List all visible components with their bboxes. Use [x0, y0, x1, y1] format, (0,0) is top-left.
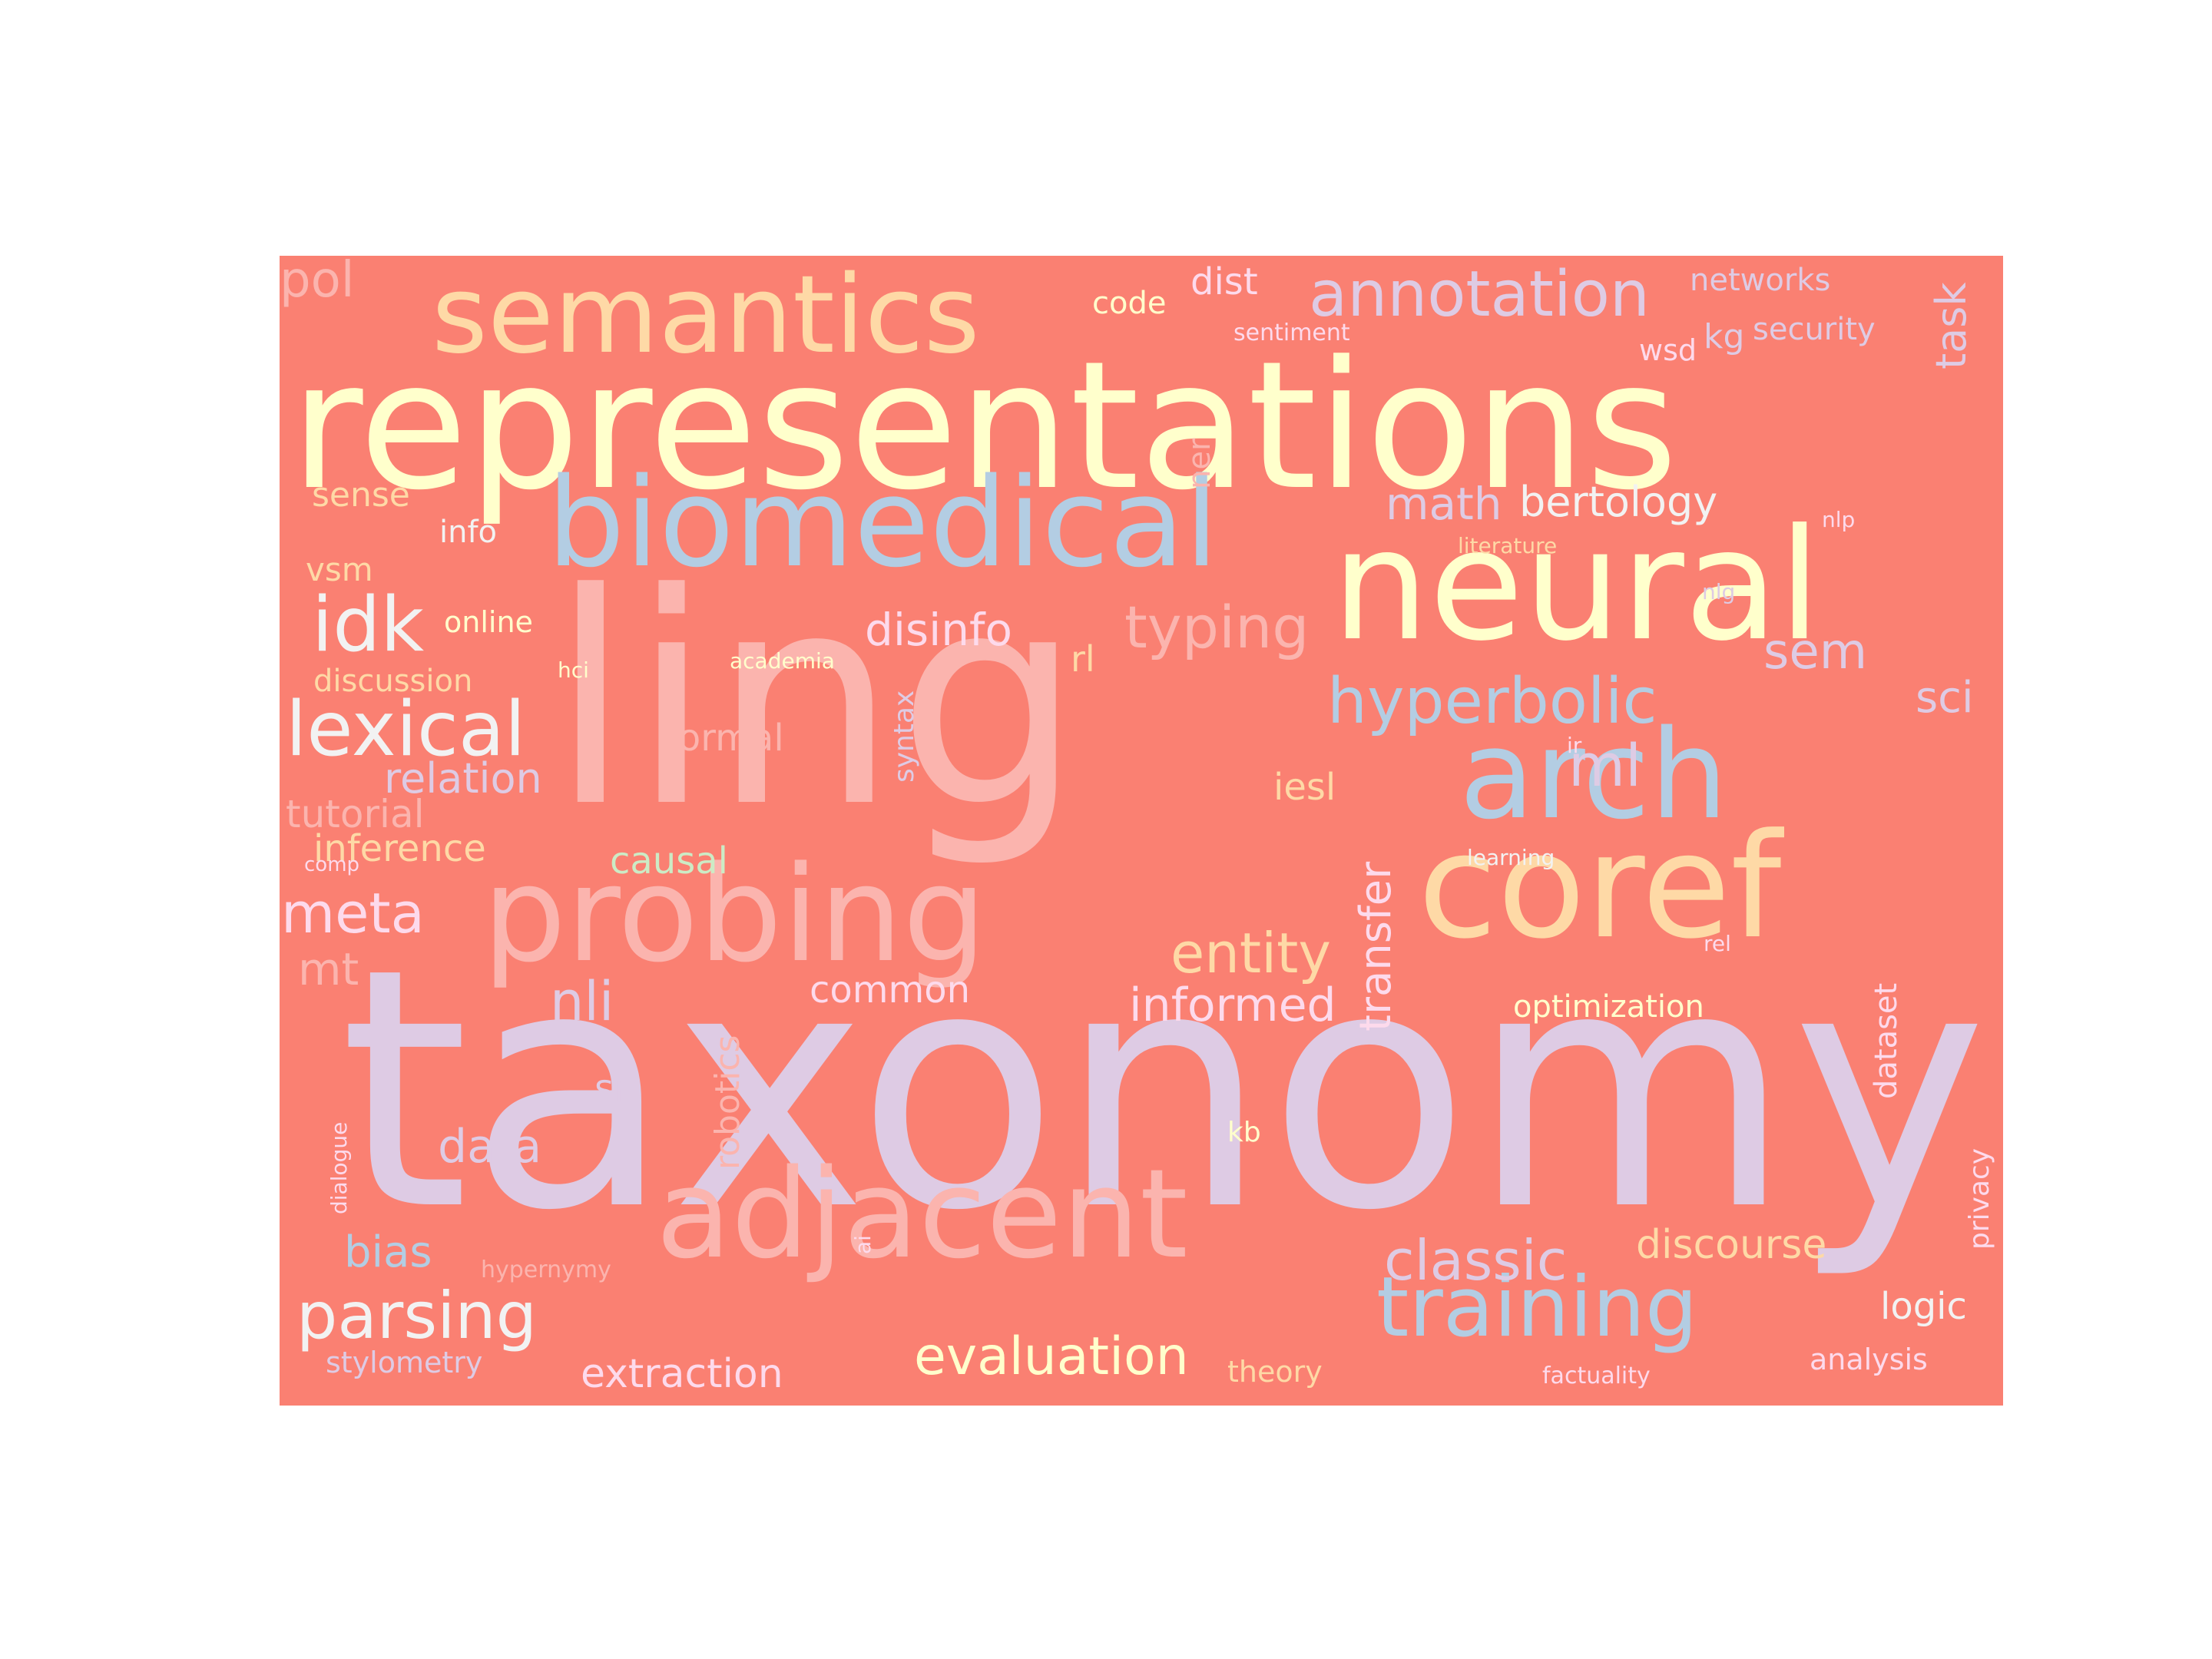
word: math [1386, 478, 1502, 530]
word: hyperbolic [1327, 665, 1657, 738]
word: bertology [1519, 478, 1718, 526]
word: informed [1129, 979, 1336, 1032]
word: factuality [1542, 1363, 1651, 1389]
word: academia [730, 648, 835, 674]
word: ai [850, 1235, 876, 1254]
word: theory [1227, 1355, 1323, 1389]
word: robotics [708, 1035, 747, 1170]
word: neural [1332, 496, 1821, 675]
word: arch [1459, 703, 1728, 846]
word: classic [1384, 1228, 1568, 1293]
word: evaluation [914, 1326, 1189, 1387]
word: syntax [889, 690, 920, 783]
word: extraction [581, 1351, 783, 1397]
word: comp [304, 853, 360, 876]
word: parsing [296, 1278, 537, 1353]
word: transfer [1351, 861, 1401, 1031]
word: inference [313, 827, 486, 870]
word: iesl [1273, 766, 1336, 809]
word: rel [1704, 931, 1731, 956]
word: kg [1704, 317, 1745, 356]
word: stylometry [326, 1346, 483, 1379]
word: info [439, 515, 498, 550]
word: vsm [306, 551, 373, 588]
word: dialogue [326, 1121, 352, 1214]
word: training [1376, 1260, 1698, 1356]
word: probing [482, 837, 987, 992]
word: logic [1880, 1285, 1967, 1328]
word: dist [1190, 260, 1258, 303]
word: tutorial [286, 792, 425, 836]
word: srl [594, 1067, 640, 1110]
word: discussion [313, 664, 473, 699]
word: security [1753, 312, 1876, 347]
word: sem [1763, 624, 1868, 680]
word: formal [665, 717, 784, 760]
word: representations [290, 324, 1678, 529]
word: wsd [1639, 333, 1697, 367]
word: taxonomy [339, 899, 1988, 1283]
word: adjacent [656, 1142, 1188, 1286]
word: common [810, 969, 971, 1012]
word: nlg [1702, 579, 1736, 604]
word: privacy [1964, 1147, 1995, 1250]
word: annotation [1309, 258, 1650, 331]
word: ir [1567, 733, 1582, 758]
word: sense [312, 475, 410, 515]
word: biomedical [547, 451, 1219, 594]
word: code [1092, 286, 1167, 321]
word: dataset [1869, 982, 1904, 1099]
word: coref [1418, 803, 1782, 971]
word: ml [1568, 731, 1642, 800]
word: semantics [432, 256, 980, 378]
word: rl [1071, 638, 1095, 680]
word: relation [384, 754, 542, 803]
word-cloud: taxonomy ling representations neural bio… [280, 256, 2003, 1406]
word: disinfo [865, 604, 1012, 656]
word: learning [1467, 845, 1555, 870]
word: optimization [1513, 989, 1704, 1025]
word: online [444, 605, 533, 639]
word: analysis [1810, 1343, 1928, 1376]
word: networks [1690, 263, 1831, 298]
word: kb [1227, 1117, 1261, 1148]
word: typing [1124, 593, 1310, 661]
word: nlp [1822, 507, 1856, 532]
word: meta [281, 881, 425, 945]
word: mt [298, 943, 359, 995]
word: literature [1458, 533, 1558, 558]
word: lexical [286, 686, 526, 773]
word: entity [1171, 921, 1332, 985]
word: discourse [1636, 1222, 1827, 1268]
word: sci [1916, 673, 1974, 723]
word: task [1927, 282, 1975, 369]
word: pol [280, 256, 355, 309]
word: idk [312, 581, 425, 669]
word: data [438, 1120, 542, 1174]
word: nli [550, 970, 614, 1033]
word: hci [558, 657, 589, 683]
word: hypernymy [481, 1257, 611, 1283]
word: bias [344, 1227, 432, 1277]
word: ner [1182, 438, 1217, 489]
word: ling [550, 531, 1083, 871]
word: causal [610, 839, 728, 882]
word: sentiment [1233, 320, 1350, 346]
